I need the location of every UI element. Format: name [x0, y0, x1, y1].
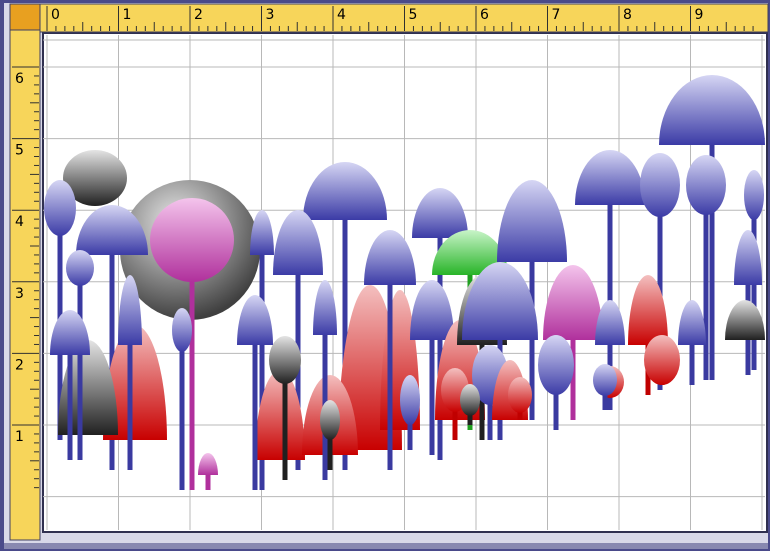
ruler-label: 9 — [695, 7, 704, 23]
ruler-label: 5 — [409, 7, 418, 23]
cap — [400, 375, 420, 425]
ruler-label: 0 — [51, 7, 60, 23]
ruler-label: 3 — [15, 286, 24, 302]
status-bar — [4, 543, 768, 549]
ruler-label: 7 — [552, 7, 561, 23]
ruler-label: 2 — [194, 7, 203, 23]
stem — [180, 330, 185, 490]
ruler-label: 6 — [480, 7, 489, 23]
ruler-label: 6 — [15, 71, 24, 87]
stem — [78, 268, 83, 460]
cap — [686, 155, 726, 215]
cap — [744, 170, 764, 220]
cap — [150, 198, 234, 282]
cap — [44, 180, 76, 236]
stem — [430, 340, 435, 455]
cap — [640, 153, 680, 217]
ruler-label: 3 — [266, 7, 275, 23]
stem — [253, 345, 258, 490]
cap — [320, 400, 340, 440]
drawing-window: 0 1 2 3 4 5 6 7 8 9 6 5 4 3 2 1 — [0, 0, 770, 551]
stem — [206, 475, 211, 490]
ruler-label: 4 — [337, 7, 346, 23]
ruler-label: 4 — [15, 214, 24, 230]
stem — [690, 345, 695, 385]
cap — [508, 377, 532, 413]
cap — [593, 364, 617, 396]
ruler-label: 8 — [623, 7, 632, 23]
cap — [269, 336, 301, 384]
cap — [644, 335, 680, 385]
stem — [128, 345, 133, 470]
ruler-label: 5 — [15, 143, 24, 159]
stem — [68, 355, 73, 460]
stem — [388, 285, 393, 470]
ruler-label: 2 — [15, 357, 24, 373]
ruler-label: 1 — [15, 429, 24, 445]
ruler-label: 1 — [123, 7, 132, 23]
cap — [66, 250, 94, 286]
cap — [172, 308, 192, 352]
cap — [538, 335, 574, 395]
ruler-corner — [10, 4, 40, 30]
cap — [460, 384, 480, 416]
